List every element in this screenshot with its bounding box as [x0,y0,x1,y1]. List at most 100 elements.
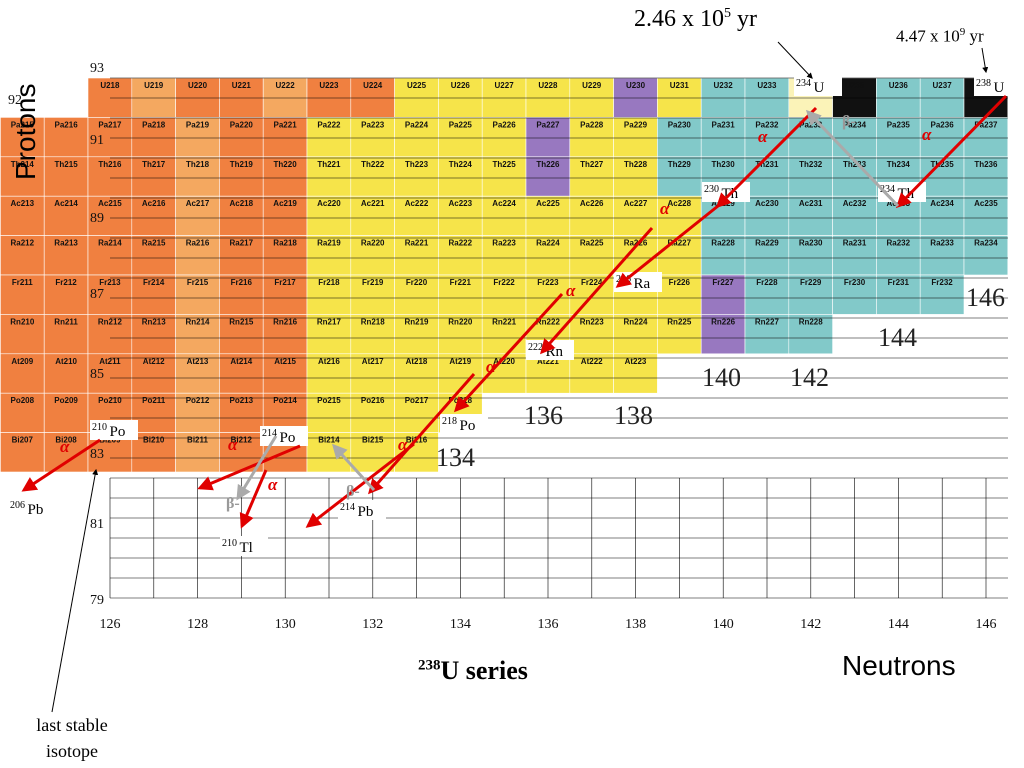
nuclide-cell-name: Po209 [54,396,78,405]
nuclide-cell-name: Pa220 [230,120,254,129]
nuclide-cell: Rn218 [350,314,395,355]
nuclide-cell-name: Pa229 [624,120,648,129]
nuclide-cell-name: Po211 [142,396,166,405]
nuclide-cell: Th216 [87,156,133,197]
nuclide-mass: 238 [976,78,991,89]
nuclide-cell-bg [481,314,527,355]
nuclide-cell-name: Ra230 [799,239,823,248]
halflife-pointer [777,41,813,79]
nuclide-cell-name: Fr229 [800,278,822,287]
nuclide-cell: Ra232 [876,235,921,276]
nuclide-cell: Fr232 [919,274,965,315]
beta-label: β- [842,113,856,130]
nuclide-cell: Pa225 [438,117,483,158]
nuclide-cell-name: Pa225 [449,120,473,129]
proton-tick: 93 [90,61,104,76]
nuclide-cell-name: Pa236 [931,120,955,129]
alpha-label: α [398,435,408,454]
nuclide-cell-name: Ac224 [492,199,516,208]
nuclide-cell-name: Pa224 [405,120,429,129]
proton-tick: 87 [90,287,104,302]
nuclide-cell-name: Th232 [799,160,823,169]
nuclide-cell: Pa216 [43,117,89,158]
nuclide-cell-name: Ra219 [317,239,341,248]
nuclide-cell: At212 [131,353,176,394]
nuclide-cell: Ac234 [919,195,965,236]
nuclide-cell-bg [788,235,833,276]
nuclide-cell-name: Th222 [361,160,385,169]
nuclide-cell-bg [744,314,790,355]
nuclide-cell-name: Po214 [273,396,297,405]
nuclide-symbol: Pb [28,502,44,518]
nuclide-cell-bg [788,314,833,355]
nuclide-cell-name: U222 [276,81,296,90]
nuclide-cell-name: Ra226 [624,239,648,248]
beta-label: β- [226,495,240,512]
nuclide-cell-name: Rn224 [623,317,648,326]
nuclide-cell-name: Ra229 [755,239,779,248]
halflife-pointer [981,47,989,74]
nuclide-cell-bg [569,117,614,158]
nuclide-cell-name: Th227 [580,160,604,169]
alpha-label: α [660,199,670,218]
nuclide-cell-bg [0,432,45,473]
nuclide-cell-name: Th220 [274,160,298,169]
nuclide-cell: At218 [394,353,439,394]
nuclide-cell: At221 [525,353,571,394]
nuclide-cell-name: Th228 [624,160,648,169]
proton-tick: 81 [90,517,104,532]
nuclide-cell-name: Th214 [11,160,35,169]
nuclide-cell-name: Th219 [230,160,254,169]
nuclide-cell-bg [744,195,790,236]
nuclide-cell: Ac230 [744,195,790,236]
nuclide-cell: Bi207 [0,432,45,473]
nuclide-cell-bg [700,117,746,158]
nuclide-cell-name: Rn213 [142,317,167,326]
nuclide-cell-name: Th234 [887,160,911,169]
alpha-decay-arrow [368,373,476,495]
nuclide-cell: Ac221 [350,195,395,236]
nuclide-cell: At223 [613,353,658,394]
nuclide-cell: Ra228 [700,235,746,276]
nuclide-cell-bg [481,235,527,276]
nuclide-cell-name: Fr213 [99,278,121,287]
nuclide-cell-name: Th230 [712,160,736,169]
nuclide-cell-bg [350,353,395,394]
nuclide-cell-name: Fr218 [318,278,340,287]
nuclide-symbol: Po [280,430,296,446]
nuclide-cell: Pa227 [525,117,571,158]
nuclide-cell-bg [219,314,264,355]
nuclide-cell: Ra234 [963,235,1009,276]
nuclide-cell-name: Fr215 [187,278,209,287]
nuclide-cell-bg [438,195,483,236]
nuclide-cell: Th226 [525,156,571,197]
nuclide-cell-name: Th225 [493,160,517,169]
nuclide-cell-bg [175,392,220,433]
nuclide-cell: Fr226 [657,274,702,315]
nuclide-cell: Th218 [175,156,220,197]
nuclide-cell: Rn225 [657,314,702,355]
nuclide-label-pb-206: 206 Pb [8,498,56,518]
nuclide-cell-name: Pa226 [493,120,517,129]
nuclide-cell-bg [613,314,658,355]
nuclide-cell: Rn214 [175,314,220,355]
nuclide-label-bg [794,76,842,96]
nuclide-label-pb-214: 214 Pb [338,500,386,520]
nuclide-cell-name: Bi207 [12,436,34,445]
nuclide-cell: Ac235 [963,195,1009,236]
nuclide-cell-bg [919,195,965,236]
nuclide-cell-name: Ac234 [930,199,954,208]
nuclide-cell-name: At220 [493,357,515,366]
nuclide-cell-bg [306,235,352,276]
nuclide-label-bg [974,76,1022,96]
nuclide-cell-name: Rn218 [361,317,386,326]
nuclide-mass: 214 [262,428,277,439]
neutron-diagonal-label: 144 [878,323,917,352]
nuclide-cell: Ra215 [131,235,176,276]
nuclide-cell: Rn220 [438,314,483,355]
nuclide-cell-bg [613,156,658,197]
nuclide-cell-name: Rn228 [799,317,824,326]
nuclide-cell-name: Pa221 [274,120,298,129]
nuclide-cell-bg [394,314,439,355]
nuclide-cell-name: Pa232 [755,120,779,129]
